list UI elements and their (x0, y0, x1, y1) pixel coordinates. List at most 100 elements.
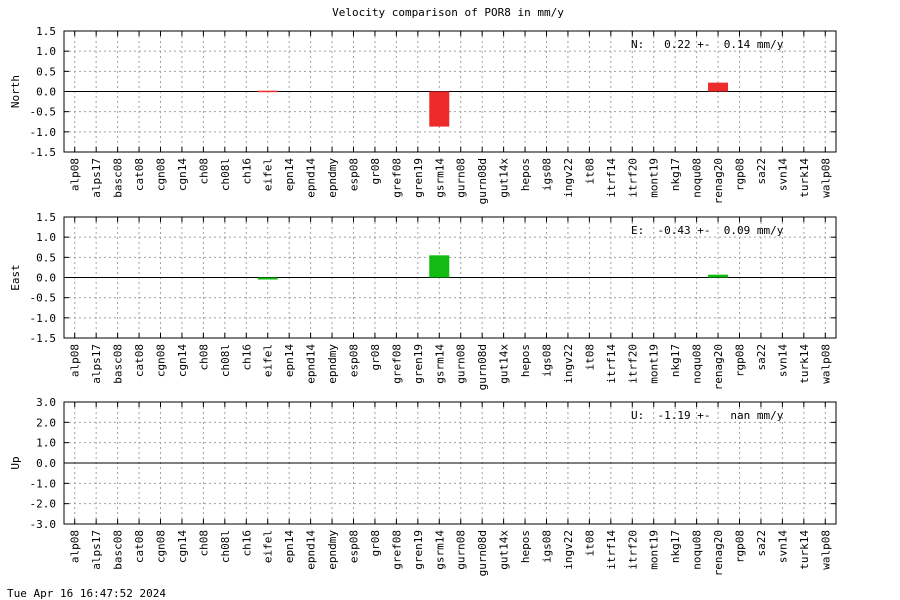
x-tick-label: epndmy (326, 344, 339, 384)
x-tick-label: epndmy (326, 530, 339, 570)
x-tick-label: gurn08 (455, 344, 468, 384)
y-tick-label: 0.0 (36, 457, 56, 470)
x-tick-label: gren19 (412, 158, 425, 198)
x-tick-label: itrf20 (626, 344, 639, 384)
x-tick-label: cgn14 (176, 530, 189, 563)
x-tick-label: itrf20 (626, 158, 639, 198)
x-tick-label: basc08 (112, 530, 125, 570)
velocity-annotation: E: -0.43 +- 0.09 mm/y (631, 224, 784, 237)
x-tick-label: gref08 (390, 530, 403, 570)
x-tick-label: basc08 (112, 158, 125, 198)
x-tick-label: mont19 (648, 158, 661, 198)
x-tick-label: it08 (583, 530, 596, 557)
x-tick-label: gurn08 (455, 530, 468, 570)
y-tick-label: -2.0 (30, 498, 57, 511)
bar-gsrm14 (429, 91, 450, 127)
plot-frame (63, 401, 837, 525)
x-tick-label: walp08 (819, 158, 832, 198)
x-tick-label: epn14 (283, 344, 296, 377)
x-tick-label: ch08 (197, 344, 210, 371)
x-tick-label: eifel (262, 158, 275, 191)
x-tick-label: it08 (583, 158, 596, 185)
x-tick-label: gut14x (498, 158, 511, 198)
x-tick-label: cat08 (133, 530, 146, 563)
x-tick-label: ch08 (197, 158, 210, 185)
x-tick-label: turk14 (798, 530, 811, 570)
x-tick-label: cat08 (133, 344, 146, 377)
x-tick-label: gsrm14 (433, 158, 446, 198)
x-tick-label: cgn08 (155, 344, 168, 377)
x-tick-label: sa22 (755, 530, 768, 557)
x-tick-label: esp08 (348, 158, 361, 191)
x-tick-label: alp08 (69, 344, 82, 377)
x-tick-label: turk14 (798, 344, 811, 384)
x-tick-label: noqu08 (691, 530, 704, 570)
bar-gsrm14 (429, 255, 450, 278)
y-tick-label: 3.0 (36, 396, 56, 409)
x-tick-label: gurn08d (476, 530, 489, 576)
x-tick-label: cgn14 (176, 158, 189, 191)
x-tick-label: itrf14 (605, 344, 618, 384)
x-tick-label: ch16 (240, 344, 253, 371)
y-tick-label: -1.5 (30, 332, 57, 345)
x-tick-label: alps17 (90, 530, 103, 570)
x-tick-label: gref08 (390, 344, 403, 384)
x-tick-label: renag20 (712, 530, 725, 576)
x-tick-label: gren19 (412, 344, 425, 384)
x-tick-label: gren19 (412, 530, 425, 570)
x-tick-label: turk14 (798, 158, 811, 198)
x-tick-label: igs08 (541, 530, 554, 563)
y-tick-label: -0.5 (30, 106, 57, 119)
x-tick-label: epnd14 (305, 344, 318, 384)
x-tick-label: cgn08 (155, 530, 168, 563)
bar-renag20 (708, 274, 729, 278)
x-tick-label: rgp08 (734, 344, 747, 377)
y-tick-label: 1.0 (36, 437, 56, 450)
x-tick-label: nkg17 (669, 158, 682, 191)
x-tick-label: gr08 (369, 158, 382, 185)
x-tick-label: nkg17 (669, 530, 682, 563)
x-tick-label: hepos (519, 344, 532, 377)
panel-up: 3.0 2.0 1.0 0.0 -1.0 -2.0 -3.0 alp08 alps17 basc0… (9, 396, 837, 576)
x-tick-label: noqu08 (691, 158, 704, 198)
x-tick-label: svn14 (776, 530, 789, 563)
x-tick-label: itrf14 (605, 158, 618, 198)
y-tick-label: 1.5 (36, 25, 56, 38)
x-tick-label: epnd14 (305, 530, 318, 570)
x-tick-label: gsrm14 (433, 530, 446, 570)
bar-eifel (257, 277, 278, 280)
x-tick-label: ingv22 (562, 530, 575, 570)
x-tick-label: gurn08 (455, 158, 468, 198)
x-tick-label: mont19 (648, 530, 661, 570)
x-tick-label: epn14 (283, 530, 296, 563)
x-tick-label: cgn08 (155, 158, 168, 191)
timestamp: Tue Apr 16 16:47:52 2024 (7, 587, 166, 600)
x-tick-label: mont19 (648, 344, 661, 384)
x-tick-label: gref08 (390, 158, 403, 198)
x-tick-label: alp08 (69, 530, 82, 563)
bar-renag20 (708, 82, 729, 92)
x-tick-label: cat08 (133, 158, 146, 191)
y-tick-label: 2.0 (36, 416, 56, 429)
x-tick-label: gsrm14 (433, 344, 446, 384)
x-tick-label: rgp08 (734, 530, 747, 563)
x-tick-label: epnd14 (305, 158, 318, 198)
x-tick-label: gurn08d (476, 158, 489, 204)
x-tick-label: hepos (519, 530, 532, 563)
velocity-annotation: N: 0.22 +- 0.14 mm/y (631, 38, 784, 51)
y-tick-label: 0.0 (36, 272, 56, 285)
x-tick-label: it08 (583, 344, 596, 371)
x-tick-label: ch08l (219, 530, 232, 563)
x-tick-label: svn14 (776, 158, 789, 191)
x-tick-label: alps17 (90, 158, 103, 198)
x-tick-label: igs08 (541, 158, 554, 191)
y-tick-label: -1.5 (30, 146, 57, 159)
chart-title: Velocity comparison of POR8 in mm/y (332, 6, 564, 19)
y-tick-label: -1.0 (30, 126, 57, 139)
x-tick-label: esp08 (348, 344, 361, 377)
x-tick-label: basc08 (112, 344, 125, 384)
y-tick-label: 0.5 (36, 65, 56, 78)
y-tick-label: -1.0 (30, 312, 57, 325)
x-tick-label: gr08 (369, 530, 382, 557)
plot-frame (63, 216, 837, 339)
